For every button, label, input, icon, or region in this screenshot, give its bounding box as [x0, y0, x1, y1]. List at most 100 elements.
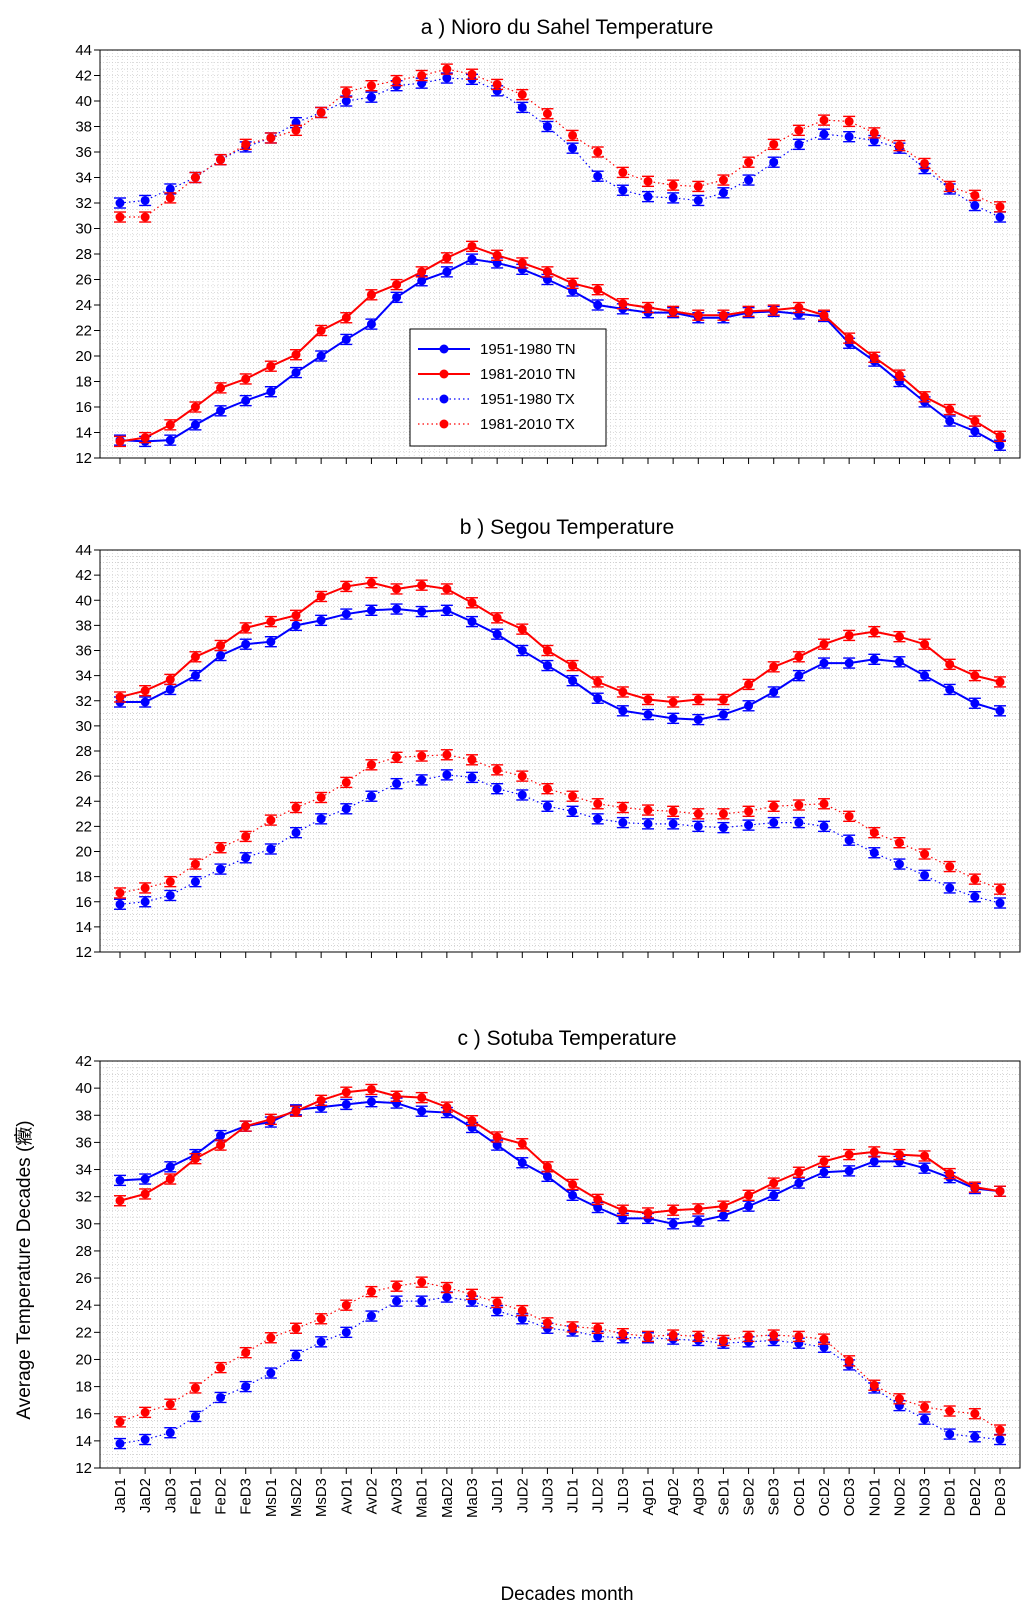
data-point	[769, 801, 779, 811]
data-point	[190, 859, 200, 869]
data-point	[945, 416, 955, 426]
y-tick-label: 40	[75, 93, 92, 110]
data-point	[894, 859, 904, 869]
data-point	[241, 139, 251, 149]
data-point	[316, 351, 326, 361]
data-point	[190, 1411, 200, 1421]
data-point	[291, 620, 301, 630]
data-point	[894, 377, 904, 386]
data-point	[241, 639, 251, 649]
chart-title: a ) Nioro du Sahel Temperature	[421, 16, 714, 39]
data-point	[894, 838, 904, 848]
plot-frame	[99, 1060, 1021, 1469]
data-point	[492, 1297, 502, 1307]
data-point	[970, 1432, 980, 1442]
data-point	[593, 1203, 603, 1213]
data-point	[216, 1363, 226, 1373]
data-point	[467, 254, 477, 264]
data-point	[794, 139, 804, 149]
data-point	[442, 64, 452, 74]
data-point	[593, 799, 603, 809]
data-point	[165, 420, 175, 430]
x-tick-label: NoD1	[866, 1478, 883, 1516]
data-point	[668, 713, 678, 723]
data-point	[467, 1289, 477, 1299]
data-point	[693, 809, 703, 819]
data-point	[643, 819, 653, 829]
data-point	[593, 677, 603, 687]
data-point	[844, 811, 854, 821]
data-point	[718, 809, 728, 819]
data-point	[492, 250, 502, 260]
data-point	[794, 818, 804, 828]
data-point	[643, 192, 653, 202]
legend-label: 1951-1980 TN	[480, 341, 576, 358]
data-point	[668, 306, 678, 316]
series-1981-2010-tn	[114, 749, 1006, 899]
data-point	[869, 1156, 879, 1166]
data-point	[894, 370, 904, 380]
y-axis-label: Average Temperature Decades (癥)	[13, 1120, 35, 1419]
y-tick-label: 42	[75, 1053, 92, 1070]
y-tick-label: 28	[75, 743, 92, 760]
data-point	[668, 193, 678, 203]
y-tick-label: 42	[75, 68, 92, 85]
data-point	[442, 1283, 452, 1293]
data-point	[115, 1417, 125, 1427]
x-tick-label: MaD2	[439, 1478, 456, 1518]
data-point	[970, 874, 980, 884]
y-tick-label: 14	[75, 919, 92, 936]
data-point	[140, 1435, 150, 1445]
data-point	[945, 659, 955, 669]
data-point	[542, 1171, 552, 1181]
data-point	[920, 158, 930, 168]
data-point	[241, 623, 251, 633]
data-point	[819, 821, 829, 831]
x-tick-label: DeD2	[967, 1478, 984, 1516]
x-tick-label: AvD2	[363, 1478, 380, 1514]
y-tick-label: 28	[75, 1243, 92, 1260]
y-tick-label: 34	[75, 1162, 92, 1179]
data-point	[115, 1175, 125, 1185]
data-point	[165, 1399, 175, 1409]
x-tick-label: DeD3	[992, 1478, 1009, 1516]
data-point	[417, 751, 427, 761]
data-point	[216, 843, 226, 853]
data-point	[392, 292, 402, 302]
data-point	[190, 877, 200, 887]
data-point	[190, 1154, 200, 1164]
data-point	[819, 1334, 829, 1344]
data-point	[417, 267, 427, 277]
data-point	[970, 671, 980, 681]
y-tick-label: 12	[75, 944, 92, 961]
data-point	[970, 201, 980, 211]
data-point	[517, 258, 527, 268]
data-point	[190, 1383, 200, 1393]
data-point	[341, 804, 351, 814]
data-point	[115, 1439, 125, 1449]
data-point	[140, 1174, 150, 1184]
data-point	[744, 306, 754, 316]
data-point	[417, 1093, 427, 1103]
data-point	[744, 820, 754, 830]
data-point	[216, 383, 226, 393]
data-point	[920, 639, 930, 649]
data-point	[819, 310, 829, 320]
data-point	[392, 1296, 402, 1306]
data-point	[769, 1190, 779, 1200]
data-point	[693, 195, 703, 205]
y-tick-label: 14	[75, 425, 92, 442]
data-point	[366, 1287, 376, 1297]
data-point	[718, 1211, 728, 1221]
x-tick-label: DeD1	[942, 1478, 959, 1516]
data-point	[366, 81, 376, 91]
data-point	[291, 1106, 301, 1116]
data-point	[341, 334, 351, 344]
data-point	[165, 890, 175, 900]
y-tick-label: 26	[75, 768, 92, 785]
data-point	[341, 609, 351, 619]
data-point	[643, 710, 653, 720]
data-point	[844, 630, 854, 640]
x-tick-label: JuD1	[489, 1478, 506, 1513]
y-tick-label: 20	[75, 844, 92, 861]
